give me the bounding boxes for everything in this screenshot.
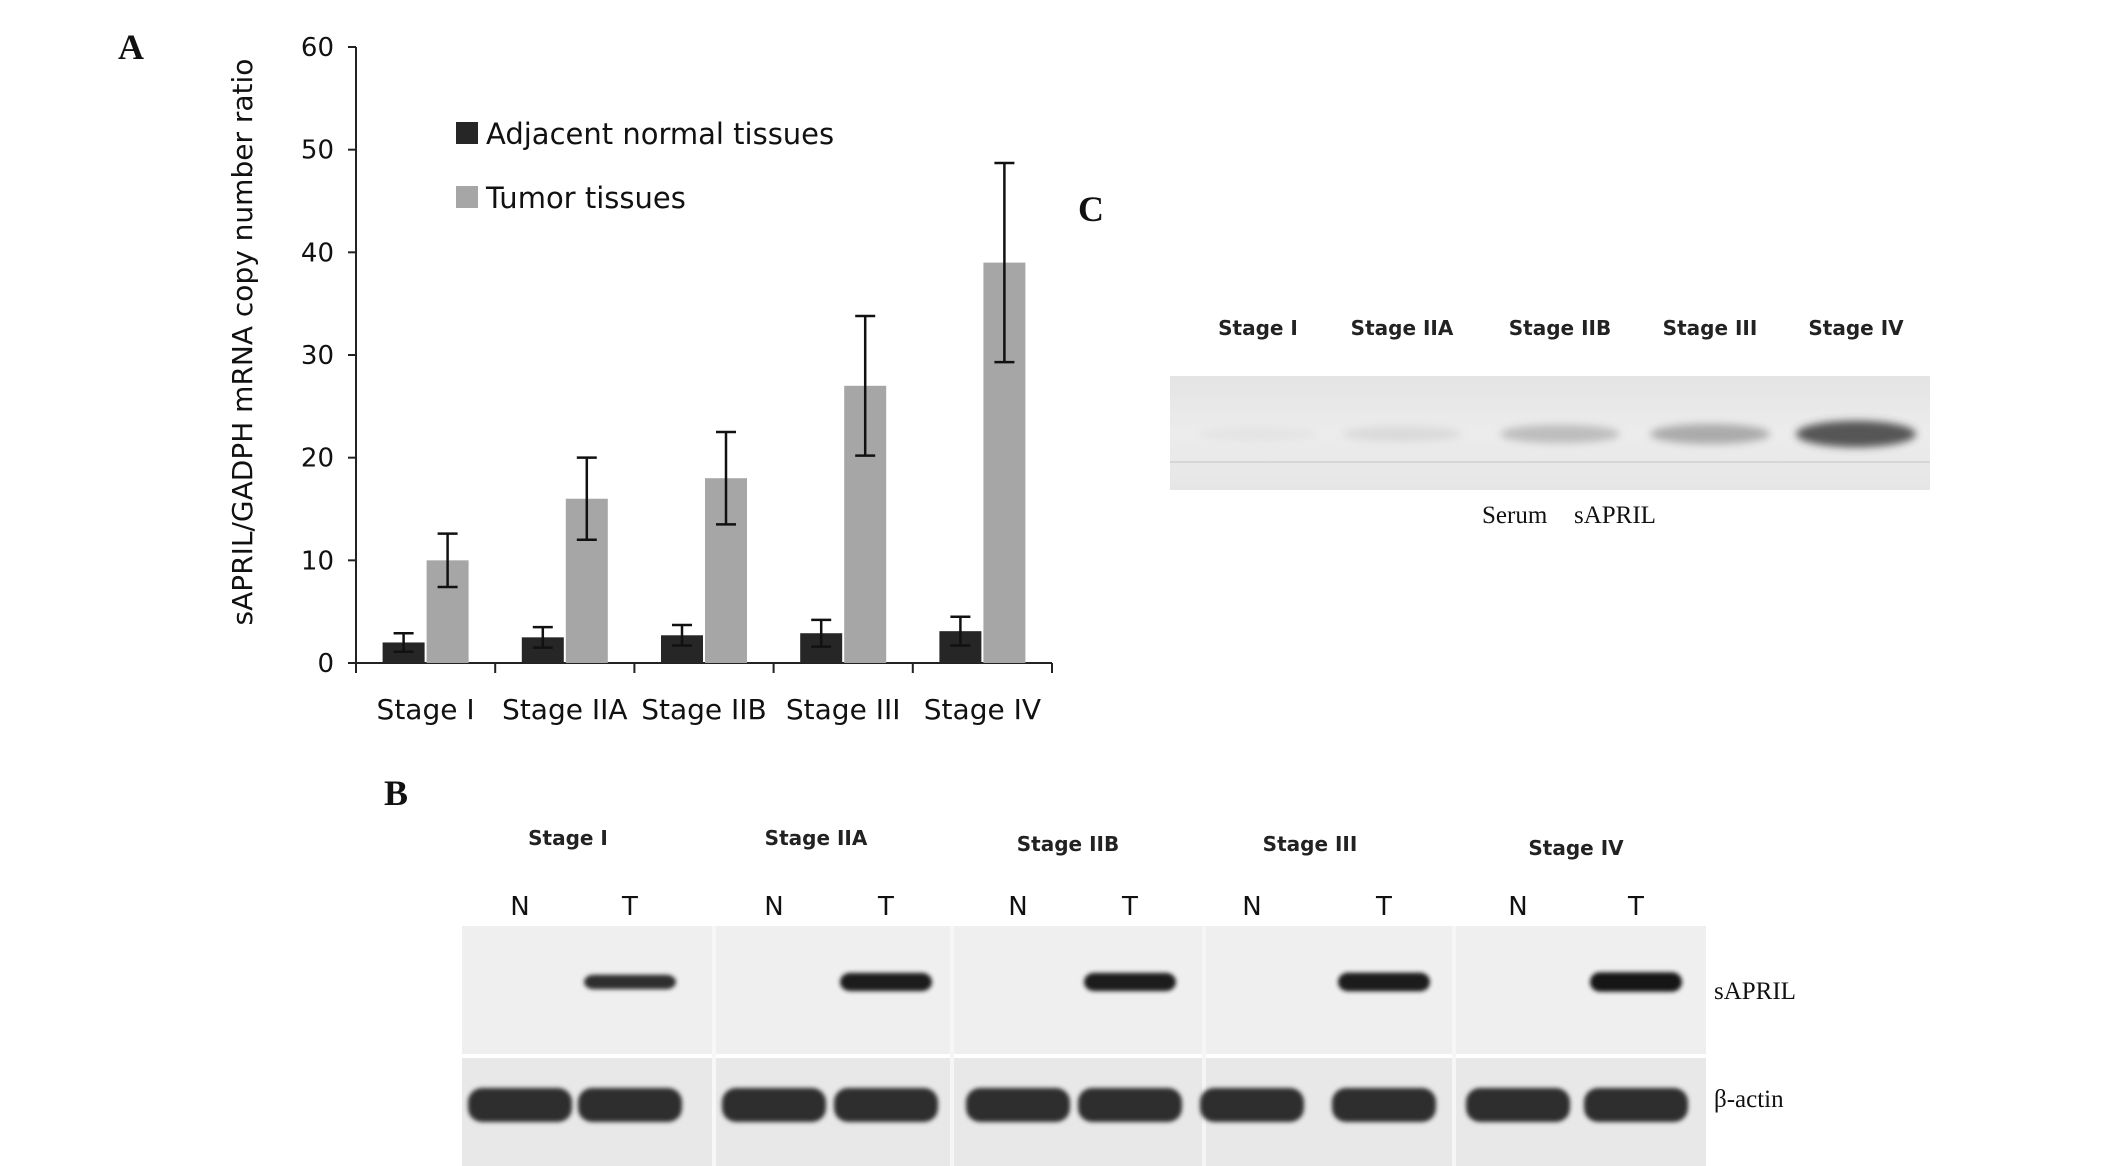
y-axis-label: sAPRIL/GADPH mRNA copy number ratio [226,59,259,626]
x-tick-label: Stage IIB [641,693,767,726]
blot-b-membrane [462,926,1706,1166]
band-label-beta-actin: β-actin [1714,1086,1784,1113]
lane-label-tumor: T [622,892,638,922]
lane-label-normal: N [1008,892,1028,922]
lane-label-normal: N [1242,892,1262,922]
blot-c-band [1198,427,1318,441]
lane-label-normal: N [764,892,784,922]
blot-b-stage-label: Stage IV [1528,836,1624,860]
legend-swatch [456,122,478,144]
y-tick-label: 10 [301,546,334,576]
legend-entry: Adjacent normal tissues [486,117,834,151]
blot-c-band [1796,420,1916,448]
blot-c-band [1342,426,1462,442]
blot-b-actin-band [468,1088,572,1122]
blot-b-actin-band [834,1088,938,1122]
blot-c-stage-label: Stage IIB [1508,316,1612,340]
blot-b-actin-band [1584,1088,1688,1122]
blot-c-stage-label: Stage III [1662,316,1758,340]
blot-b-saprIL-band [1590,972,1682,992]
blot-b-saprIL-band [584,974,676,990]
blot-c-caption-right: sAPRIL [1574,502,1656,529]
blot-b-saprIL-band [1338,972,1430,992]
x-tick-label: Stage IV [924,693,1041,726]
blot-b-saprIL-band [1084,972,1176,992]
x-tick-label: Stage III [786,693,901,726]
lane-label-tumor: T [1122,892,1138,922]
blot-b-actin-band [722,1088,826,1122]
blot-b-actin-band [1078,1088,1182,1122]
y-tick-label: 20 [301,444,334,474]
legend-swatch [456,186,478,208]
blot-b-saprIL-band [840,972,932,992]
y-tick-label: 40 [301,238,334,268]
chart-legend: Adjacent normal tissues Tumor tissues [456,117,834,215]
band-label-saprIL: sAPRIL [1714,978,1796,1005]
lane-label-normal: N [1508,892,1528,922]
y-tick-label: 0 [317,649,334,679]
lane-label-tumor: T [878,892,894,922]
y-tick-label: 50 [301,136,334,166]
blot-c-stage-label: Stage I [1218,316,1298,340]
legend-entry: Tumor tissues [485,181,686,215]
blot-c-stage-label: Stage IV [1808,316,1904,340]
x-tick-label: Stage IIA [502,693,627,726]
blot-b-stage-label: Stage IIA [764,826,868,850]
panel-letter-b: B [384,773,409,813]
blot-c-caption-left: Serum [1482,502,1548,529]
blot-c-membrane [1170,376,1930,490]
y-tick-label: 30 [301,341,334,371]
blot-b-actin-band [578,1088,682,1122]
blot-c-band [1500,424,1620,444]
blot-b-actin-band [1332,1088,1436,1122]
chart-axes: 0 10 20 30 40 50 60 Stage I Stage IIA Stage IIB St… [301,33,1053,726]
blot-b-stage-label: Stage I [528,826,608,850]
blot-b-actin-band [1200,1088,1304,1122]
chart-bars [382,161,1026,663]
lane-label-tumor: T [1376,892,1392,922]
blot-b-actin-band [1466,1088,1570,1122]
panel-letter-c: C [1078,189,1104,229]
blot-b-stage-label: Stage III [1262,832,1358,856]
lane-label-normal: N [510,892,530,922]
blot-b-actin-band [966,1088,1070,1122]
blot-b-stage-label: Stage IIB [1016,832,1120,856]
blot-c-stage-label: Stage IIA [1350,316,1454,340]
lane-label-tumor: T [1628,892,1644,922]
x-tick-label: Stage I [377,693,475,726]
blot-c-band [1650,423,1770,445]
y-tick-label: 60 [301,33,334,63]
panel-letter-a: A [118,27,144,67]
